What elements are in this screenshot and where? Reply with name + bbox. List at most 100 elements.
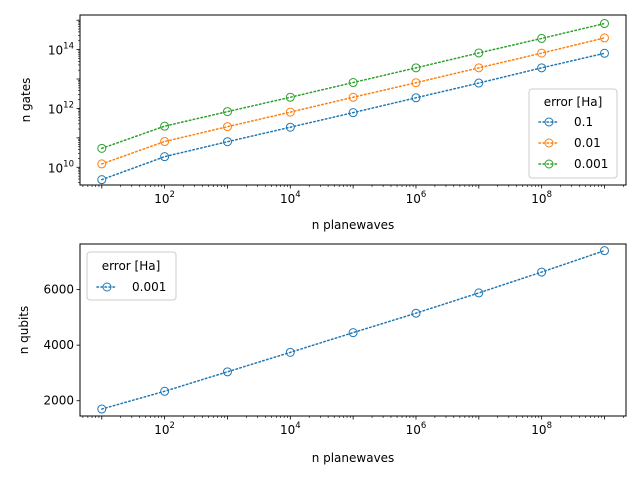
x-tick-label-exponent: 2 (170, 190, 175, 200)
data-point (222, 122, 232, 132)
x-tick-label-exponent: 8 (547, 190, 552, 200)
data-point (474, 78, 484, 88)
gates-series-layer (97, 19, 609, 185)
legend-marker (544, 159, 554, 169)
gates-legend-title: error [Ha] (544, 95, 603, 109)
x-tick-label: 104 (280, 421, 301, 437)
gates-y-axis-label: n gates (19, 78, 33, 123)
data-point (599, 33, 609, 43)
x-tick-label: 108 (531, 190, 552, 206)
x-tick-label: 106 (406, 190, 427, 206)
data-point (348, 108, 358, 118)
data-point (222, 367, 232, 377)
data-point (348, 92, 358, 102)
x-tick-label: 102 (154, 421, 175, 437)
x-tick-label-exponent: 6 (421, 421, 426, 431)
x-tick-label-base: 10 (531, 192, 546, 206)
x-tick-label-base: 10 (154, 423, 169, 437)
y-tick-label-exponent: 10 (63, 159, 74, 169)
data-point (160, 152, 170, 162)
data-point (160, 386, 170, 396)
x-tick-label-base: 10 (154, 192, 169, 206)
x-tick-label: 106 (406, 421, 427, 437)
data-point (474, 288, 484, 298)
data-point (160, 137, 170, 147)
data-point (599, 19, 609, 29)
data-point (348, 78, 358, 88)
qubits-series-layer (97, 246, 609, 414)
x-tick-label-exponent: 2 (170, 421, 175, 431)
y-tick-label-exponent: 14 (63, 42, 74, 52)
y-tick-label: 1010 (48, 159, 74, 175)
x-tick-label-base: 10 (280, 423, 295, 437)
data-point (222, 137, 232, 147)
data-point (97, 143, 107, 153)
data-point (97, 159, 107, 169)
y-tick-label: 4000 (43, 338, 74, 352)
legend-label: 0.001 (132, 280, 166, 294)
legend-label: 0.001 (574, 157, 608, 171)
x-tick-label-exponent: 8 (547, 421, 552, 431)
qubits-axes-frame (79, 243, 627, 417)
data-point (411, 78, 421, 88)
gates-x-axis-label: n planewaves (312, 218, 395, 232)
x-tick-label-exponent: 6 (421, 190, 426, 200)
data-point (411, 93, 421, 103)
y-tick-label: 2000 (43, 394, 74, 408)
x-tick-label-exponent: 4 (295, 190, 300, 200)
data-point (599, 246, 609, 256)
legend-label: 0.1 (574, 115, 593, 129)
y-tick-label-exponent: 12 (63, 100, 74, 110)
y-tick-label-base: 10 (48, 44, 63, 58)
y-tick-label-base: 10 (48, 161, 63, 175)
data-point (537, 48, 547, 58)
x-tick-label-base: 10 (406, 192, 421, 206)
x-tick-label: 102 (154, 190, 175, 206)
qubits-x-axis-label: n planewaves (312, 451, 395, 465)
y-tick-label-base: 10 (48, 102, 63, 116)
data-point (537, 63, 547, 73)
data-point (285, 122, 295, 132)
gates-legend-box (528, 88, 618, 179)
y-tick-label: 1012 (48, 100, 74, 116)
data-point (97, 175, 107, 185)
data-point (222, 107, 232, 117)
data-point (537, 33, 547, 43)
qubits-legend-title: error [Ha] (102, 259, 161, 273)
x-tick-label: 104 (280, 190, 301, 206)
data-point (411, 308, 421, 318)
qubits-y-axis-label: n qubits (17, 306, 31, 355)
legend-marker (544, 117, 554, 127)
data-point (411, 63, 421, 73)
qubits-legend-box (86, 251, 177, 301)
x-tick-label-base: 10 (280, 192, 295, 206)
data-point (474, 63, 484, 73)
legend-marker (544, 138, 554, 148)
y-tick-label: 6000 (43, 283, 74, 297)
series-line (101, 22, 606, 150)
x-tick-label-exponent: 4 (295, 421, 300, 431)
legend-label: 0.01 (574, 136, 601, 150)
data-point (537, 267, 547, 277)
data-point (160, 121, 170, 131)
gates-legend: error [Ha] 0.1 0.01 0.001 (528, 88, 618, 179)
data-point (285, 92, 295, 102)
data-point (474, 48, 484, 58)
series-line (101, 52, 606, 181)
x-tick-label: 108 (531, 421, 552, 437)
y-tick-label: 1014 (48, 42, 74, 58)
x-tick-label-base: 10 (406, 423, 421, 437)
series-line (101, 37, 606, 165)
data-point (97, 404, 107, 414)
gates-axes-frame (79, 14, 627, 186)
data-point (599, 48, 609, 58)
x-tick-label-base: 10 (531, 423, 546, 437)
data-point (285, 347, 295, 357)
legend-marker (102, 282, 112, 292)
qubits-legend: error [Ha] 0.001 (86, 251, 177, 301)
data-point (285, 107, 295, 117)
